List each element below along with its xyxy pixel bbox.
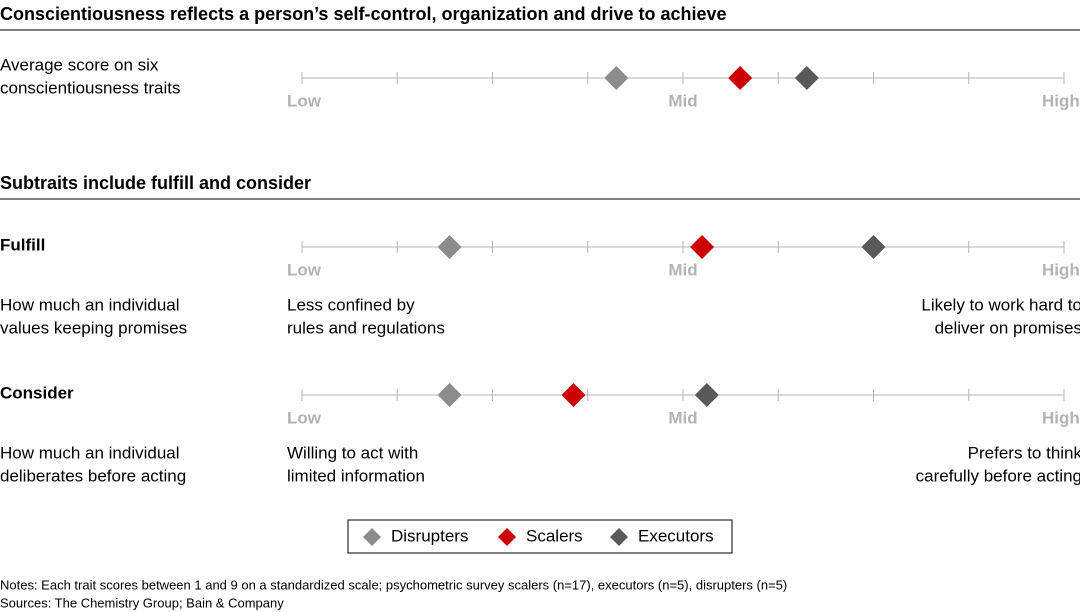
legend-marker [363, 528, 381, 546]
x-tick-label: Mid [668, 91, 697, 110]
row-name: Fulfill [0, 235, 45, 254]
high-note: Prefers to think [968, 443, 1080, 462]
x-tick-label: Mid [668, 408, 697, 427]
marker [690, 235, 715, 259]
row-description: How much an individual [0, 295, 180, 314]
low-note: Less confined by [287, 295, 415, 314]
high-note: carefully before acting [916, 466, 1080, 485]
marker [561, 383, 586, 407]
low-note: Willing to act with [287, 443, 418, 462]
legend-marker [498, 528, 516, 546]
legend-box [347, 519, 733, 554]
x-tick-label: High [1042, 408, 1080, 427]
section-title: Subtraits include fulfill and consider [0, 173, 311, 193]
x-tick-label: High [1042, 260, 1080, 279]
x-tick-label: High [1042, 91, 1080, 110]
high-note: deliver on promises [935, 318, 1080, 337]
legend-label: Disrupters [391, 526, 468, 545]
x-tick-label: Mid [668, 260, 697, 279]
x-tick-label: Low [287, 260, 322, 279]
row-description: How much an individual [0, 443, 180, 462]
marker [694, 383, 719, 407]
marker [604, 66, 629, 90]
marker [794, 66, 819, 90]
legend-label: Executors [638, 526, 714, 545]
legend-marker [610, 528, 628, 546]
notes: Notes: Each trait scores between 1 and 9… [0, 577, 787, 592]
low-note: rules and regulations [287, 318, 445, 337]
marker [437, 235, 462, 259]
marker [728, 66, 753, 90]
marker [437, 383, 462, 407]
row-label: Average score on six [0, 55, 159, 74]
section-title: Conscientiousness reflects a person’s se… [0, 4, 727, 24]
x-tick-label: Low [287, 91, 322, 110]
x-tick-label: Low [287, 408, 322, 427]
row-label: conscientiousness traits [0, 78, 180, 97]
marker [861, 235, 886, 259]
high-note: Likely to work hard to [921, 295, 1080, 314]
row-description: values keeping promises [0, 318, 187, 337]
low-note: limited information [287, 466, 425, 485]
row-description: deliberates before acting [0, 466, 186, 485]
sources: Sources: The Chemistry Group; Bain & Com… [0, 595, 284, 610]
row-name: Consider [0, 383, 74, 402]
legend-label: Scalers [526, 526, 583, 545]
